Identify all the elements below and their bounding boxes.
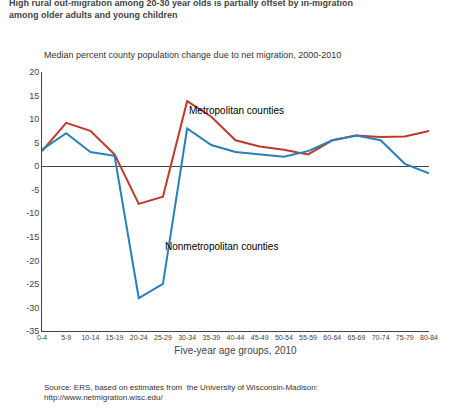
svg-text:25-29: 25-29 (154, 334, 172, 341)
svg-text:5: 5 (34, 138, 39, 148)
svg-text:15: 15 (29, 91, 39, 101)
svg-text:60-64: 60-64 (323, 334, 341, 341)
svg-text:-10: -10 (26, 208, 39, 218)
svg-text:55-59: 55-59 (299, 334, 317, 341)
svg-text:Source: ERS, based on estimate: Source: ERS, based on estimates from the… (44, 383, 318, 402)
svg-text:20-24: 20-24 (130, 334, 148, 341)
svg-text:-25: -25 (26, 279, 39, 289)
svg-text:Metropolitan counties: Metropolitan counties (189, 105, 284, 116)
svg-text:-5: -5 (31, 185, 39, 195)
svg-text:-15: -15 (26, 232, 39, 242)
svg-text:30-34: 30-34 (178, 334, 196, 341)
svg-text:-20: -20 (26, 256, 39, 266)
svg-text:15-19: 15-19 (106, 334, 124, 341)
svg-text:80-84: 80-84 (420, 334, 438, 341)
svg-text:-35: -35 (26, 326, 39, 336)
svg-text:65-69: 65-69 (347, 334, 365, 341)
svg-text:40-44: 40-44 (227, 334, 245, 341)
svg-text:5-9: 5-9 (61, 334, 71, 341)
svg-text:35-39: 35-39 (202, 334, 220, 341)
svg-text:20: 20 (29, 67, 39, 77)
svg-text:45-49: 45-49 (251, 334, 269, 341)
svg-text:10: 10 (29, 114, 39, 124)
svg-text:70-74: 70-74 (372, 334, 390, 341)
svg-text:-30: -30 (26, 303, 39, 313)
svg-text:75-79: 75-79 (396, 334, 414, 341)
svg-text:Nonmetropolitan counties: Nonmetropolitan counties (165, 241, 278, 252)
svg-text:Five-year age groups, 2010: Five-year age groups, 2010 (174, 345, 297, 356)
svg-text:Median percent county populati: Median percent county population change … (44, 50, 341, 60)
svg-text:10-14: 10-14 (81, 334, 99, 341)
svg-text:0-4: 0-4 (37, 334, 47, 341)
svg-text:50-54: 50-54 (275, 334, 293, 341)
svg-text:0: 0 (34, 161, 39, 171)
svg-text:High rural out-migration among: High rural out-migration among 20-30 yea… (9, 0, 353, 20)
